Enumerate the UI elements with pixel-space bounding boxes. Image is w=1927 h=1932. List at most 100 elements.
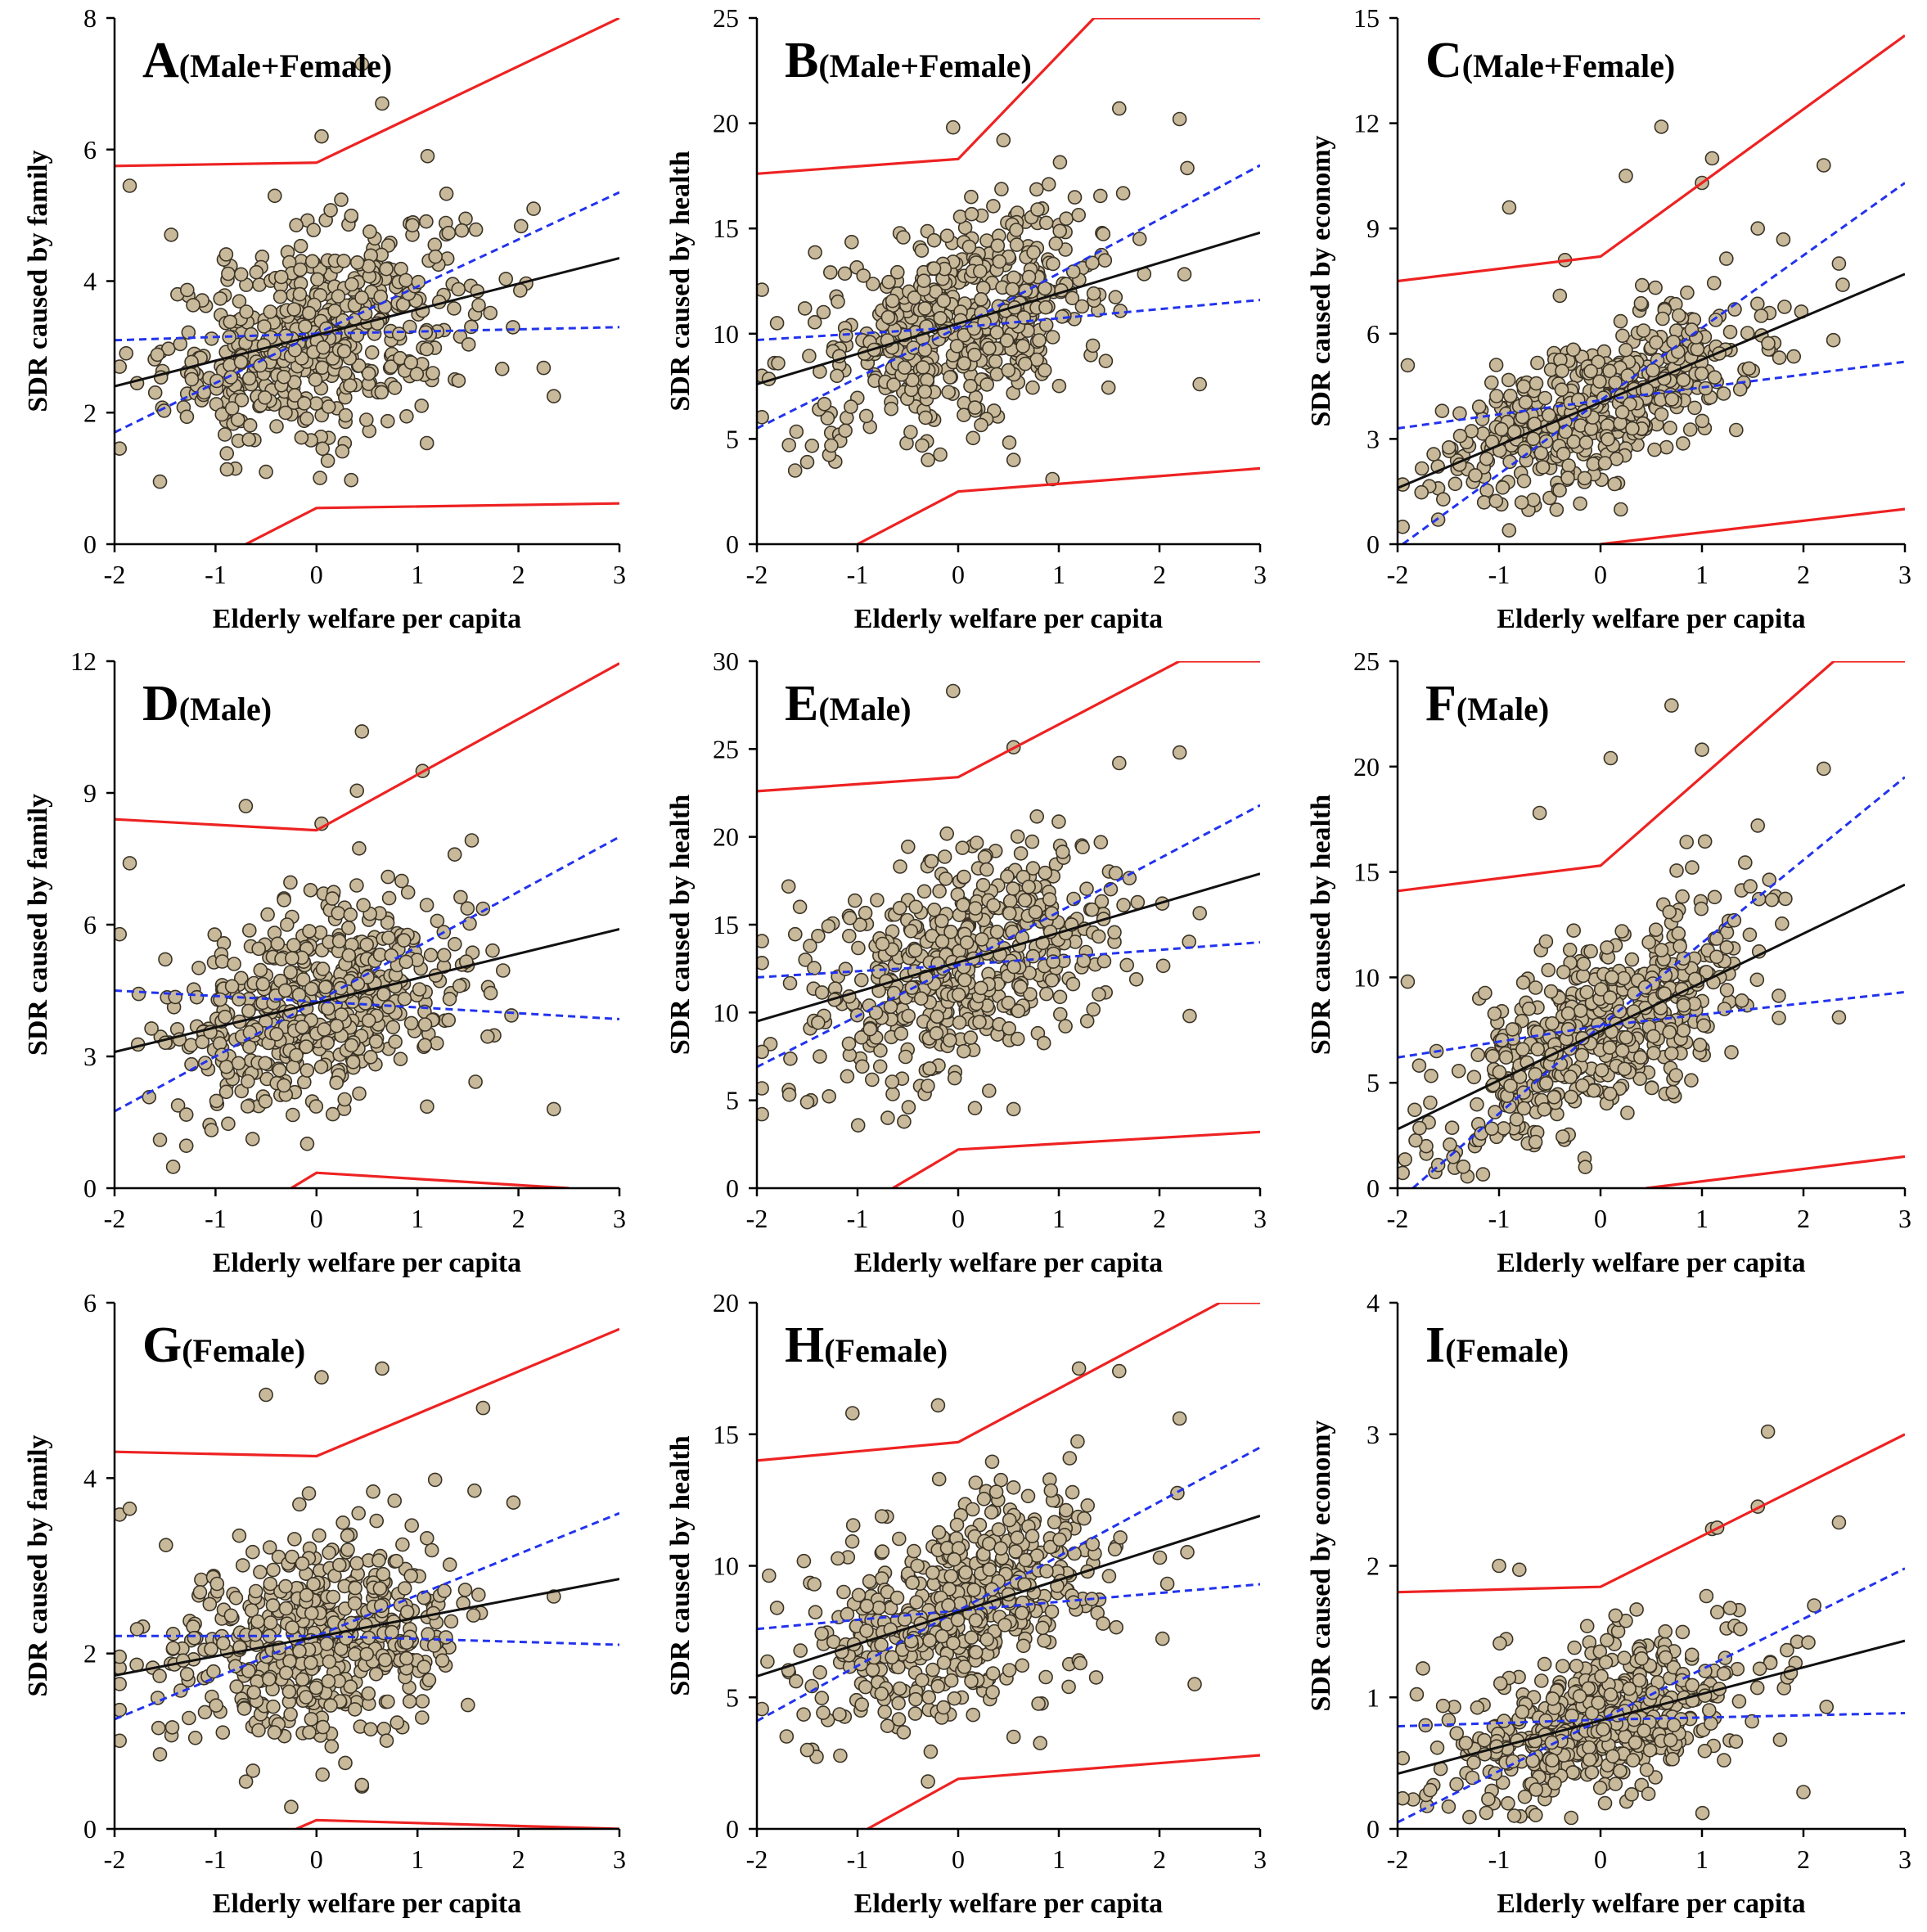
scatter-point — [315, 961, 331, 976]
scatter-point — [150, 347, 165, 363]
scatter-point — [434, 1653, 450, 1668]
scatter-point — [1070, 1434, 1085, 1449]
prediction-band-line — [1398, 661, 1905, 893]
scatter-point — [1013, 980, 1028, 994]
scatter-point — [1155, 958, 1171, 974]
x-tick-label: 1 — [1052, 1844, 1065, 1874]
scatter-point — [292, 1497, 307, 1512]
scatter-point — [277, 369, 291, 385]
scatter-point — [1047, 1515, 1062, 1529]
scatter-point — [1021, 269, 1037, 285]
scatter-point — [994, 182, 1009, 196]
confidence-band-line — [115, 191, 619, 434]
scatter-point — [1518, 394, 1533, 410]
scatter-point — [366, 1484, 380, 1499]
scatter-point — [1423, 1095, 1438, 1110]
scatter-point — [1613, 1763, 1628, 1778]
scatter-point — [1786, 349, 1801, 364]
scatter-point — [1443, 1137, 1457, 1152]
scatter-point — [269, 1027, 284, 1042]
prediction-band-line — [115, 1327, 619, 1458]
scatter-point — [436, 948, 452, 963]
scatter-point — [306, 1577, 321, 1592]
scatter-point — [1398, 1152, 1412, 1167]
scatter-point — [383, 359, 398, 374]
prediction-band-line — [857, 466, 1260, 544]
regression-line — [1398, 883, 1905, 1131]
scatter-point — [1529, 1782, 1543, 1797]
scatter-point — [1564, 1089, 1578, 1105]
scatter-point — [1704, 151, 1720, 166]
scatter-point — [381, 890, 397, 906]
scatter-point — [1085, 1537, 1101, 1551]
scatter-point — [246, 1685, 262, 1700]
scatter-point — [221, 266, 236, 281]
scatter-point — [937, 849, 952, 864]
scatter-point — [1525, 1754, 1540, 1768]
scatter-point — [1752, 1661, 1767, 1677]
scatter-point — [375, 1361, 389, 1376]
scatter-point — [797, 301, 813, 316]
y-tick-label: 0 — [83, 1814, 97, 1844]
scatter-point — [1061, 1679, 1076, 1695]
scatter-point — [959, 935, 975, 950]
scatter-point — [1633, 295, 1649, 311]
scatter-point — [1622, 1681, 1637, 1696]
scatter-point — [892, 1531, 907, 1547]
scatter-point — [417, 1017, 433, 1032]
scatter-point — [804, 438, 820, 453]
scatter-point — [1017, 893, 1033, 907]
scatter-point — [853, 917, 867, 932]
scatter-point — [922, 1633, 937, 1648]
scatter-point — [893, 859, 907, 874]
scatter-point — [347, 1596, 362, 1611]
scatter-point — [361, 1013, 376, 1028]
scatter-point — [316, 340, 331, 355]
scatter-point — [817, 396, 832, 412]
prediction-band-line — [892, 1130, 1260, 1188]
scatter-point — [957, 1043, 971, 1059]
scatter-point — [1694, 901, 1709, 916]
scatter-point — [389, 1715, 405, 1730]
scatter-point — [1619, 1030, 1634, 1045]
scatter-point — [354, 1777, 370, 1793]
scatter-point — [283, 965, 298, 980]
scatter-point — [1494, 421, 1509, 437]
scatter-point — [1734, 993, 1749, 1008]
scatter-point — [1424, 1069, 1438, 1083]
scatter-point — [1172, 111, 1187, 127]
scatter-point — [1475, 412, 1490, 426]
scatter-point — [238, 1774, 254, 1789]
x-tick-label: 1 — [411, 560, 424, 589]
scatter-point — [1706, 276, 1722, 290]
scatter-point — [1702, 1703, 1717, 1718]
scatter-point — [897, 1114, 912, 1129]
scatter-point — [1091, 929, 1106, 944]
scatter-point — [796, 1553, 812, 1569]
scatter-point — [165, 1641, 181, 1655]
x-tick-label: 0 — [952, 1844, 965, 1874]
scatter-point — [892, 900, 907, 916]
x-tick-label: 0 — [310, 1844, 323, 1874]
scatter-point — [182, 1710, 196, 1726]
scatter-point — [1005, 281, 1020, 297]
panel-title: G(Female) — [142, 1317, 305, 1373]
scatter-point — [356, 898, 371, 912]
scatter-point — [224, 401, 240, 416]
scatter-point — [1583, 943, 1598, 959]
scatter-point — [179, 409, 195, 425]
scatter-point — [1038, 281, 1052, 296]
scatter-point — [865, 1072, 880, 1088]
scatter-point — [1598, 1655, 1614, 1670]
scatter-point — [1750, 221, 1765, 236]
scatter-point — [1741, 361, 1757, 376]
scatter-point — [1024, 1529, 1040, 1543]
scatter-point — [1567, 1640, 1582, 1655]
x-tick-label: 2 — [512, 560, 525, 589]
scatter-point — [1182, 934, 1196, 949]
scatter-point — [184, 372, 200, 387]
scatter-point — [947, 1691, 962, 1706]
